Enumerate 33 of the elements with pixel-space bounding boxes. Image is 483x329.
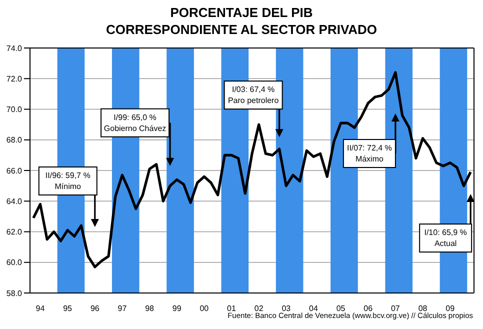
x-tick-label: 00	[200, 304, 210, 313]
x-tick-label: 94	[36, 304, 46, 313]
x-tick-label: 96	[90, 304, 100, 313]
annotation: II/96: 59,7 % Mínimo	[45, 170, 90, 191]
y-tick-label: 62.0	[6, 228, 23, 237]
annotation: I/99: 65,0 % Gobierno Chávez	[104, 112, 166, 133]
annotation: I/03: 67,4 % Paro petrolero	[228, 85, 280, 106]
x-tick-label: 04	[309, 304, 318, 313]
y-tick-label: 68.0	[6, 136, 23, 145]
y-tick-label: 70.0	[6, 105, 23, 114]
x-tick-label: 09	[446, 304, 456, 313]
y-tick-label: 74.0	[6, 44, 23, 53]
chart-subtitle: CORRESPONDIENTE AL SECTOR PRIVADO	[104, 21, 378, 38]
x-tick-label: 01	[227, 304, 237, 313]
x-tick-label: 98	[145, 304, 155, 313]
y-tick-label: 66.0	[6, 166, 23, 176]
x-tick-label: 05	[336, 304, 346, 313]
x-tick-label: 95	[63, 304, 73, 313]
y-tick-label: 58.0	[6, 288, 23, 298]
y-tick-label: 64.0	[6, 196, 23, 206]
chart-title: PORCENTAJE DEL PIB	[169, 4, 314, 21]
x-tick-label: 97	[118, 304, 128, 313]
x-tick-label: 03	[282, 304, 292, 313]
x-tick-label: 07	[390, 304, 400, 313]
x-tick-label: 99	[172, 304, 182, 313]
x-tick-label: 02	[254, 304, 264, 313]
line-series	[32, 71, 472, 268]
y-tick-label: 72.0	[6, 74, 23, 84]
y-tick-label: 60.0	[6, 258, 23, 268]
annotation: I/10: 65,9 % Actual	[424, 228, 467, 248]
annotation: II/07: 72,4 % Máximo	[346, 144, 392, 164]
x-tick-label: 06	[364, 304, 374, 313]
x-tick-label: 08	[418, 304, 428, 313]
